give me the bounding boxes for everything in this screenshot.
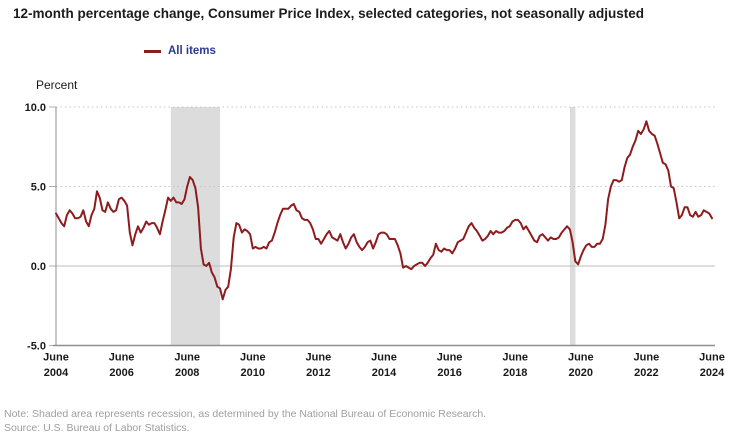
y-tick-label: 0.0 bbox=[31, 261, 46, 273]
x-tick-label: June 2016 bbox=[437, 352, 463, 380]
all-items-line-swatch-icon bbox=[144, 49, 161, 53]
all-items-line bbox=[55, 120, 713, 301]
x-tick-label: June 2008 bbox=[174, 352, 200, 380]
recession-band bbox=[170, 107, 220, 346]
x-tick-label: June 2006 bbox=[109, 352, 135, 380]
source-text: Source: U.S. Bureau of Labor Statistics. bbox=[4, 422, 190, 434]
legend-item-all-items[interactable]: All items bbox=[144, 45, 216, 57]
y-tick-label: -5.0 bbox=[27, 341, 46, 353]
x-tick-label: June 2018 bbox=[502, 352, 528, 380]
y-axis-title: Percent bbox=[36, 78, 78, 92]
x-tick-label: June 2024 bbox=[699, 352, 725, 380]
x-tick-label: June 2012 bbox=[306, 352, 332, 380]
all-items-legend-label: All items bbox=[168, 45, 216, 57]
x-tick-label: June 2010 bbox=[240, 352, 266, 380]
y-tick-label: 5.0 bbox=[31, 182, 46, 194]
x-tick-label: June 2004 bbox=[43, 352, 69, 380]
x-tick-label: June 2014 bbox=[371, 352, 397, 380]
chart-title: 12-month percentage change, Consumer Pri… bbox=[13, 6, 644, 21]
x-tick-label: June 2022 bbox=[634, 352, 660, 380]
note-text: Note: Shaded area represents recession, … bbox=[4, 408, 487, 420]
y-tick-label: 10.0 bbox=[25, 102, 46, 114]
x-tick-label: June 2020 bbox=[568, 352, 594, 380]
recession-band bbox=[569, 107, 576, 346]
